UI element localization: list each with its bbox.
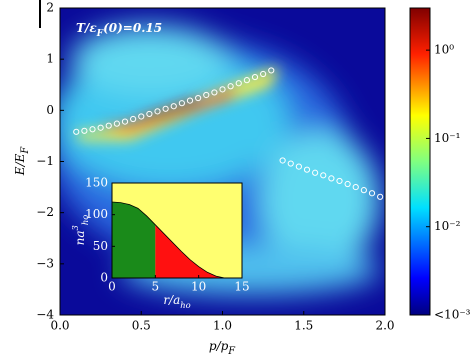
inset-y-label-part: na — [73, 230, 87, 245]
x-tick-label: 0.5 — [132, 319, 151, 333]
point — [162, 105, 169, 112]
y-axis-label: E/EF — [13, 146, 32, 177]
point — [295, 163, 302, 170]
point — [328, 175, 335, 182]
point — [105, 122, 112, 129]
point — [81, 127, 88, 134]
point — [268, 67, 275, 74]
inset-frame — [111, 182, 243, 279]
annotation-part: (0)=0.15 — [103, 21, 162, 35]
x-tick-label: 2.0 — [375, 319, 394, 333]
point — [303, 166, 311, 173]
point — [170, 103, 177, 110]
point — [279, 157, 286, 164]
point — [195, 94, 202, 102]
inset-y-label: na3ho — [70, 215, 90, 246]
y-tick-label: 0 — [46, 103, 54, 117]
point — [73, 128, 80, 135]
inset-y-tick-label: 150 — [85, 176, 108, 190]
colorbar — [409, 7, 431, 316]
point — [360, 187, 367, 194]
point — [154, 108, 161, 115]
point — [121, 118, 129, 125]
inset-y-tick-label: 50 — [93, 239, 108, 253]
point — [377, 193, 384, 200]
point — [89, 126, 96, 133]
inset-x-tick-label: 5 — [152, 280, 160, 294]
colorbar-tick-label: 10⁰ — [434, 43, 454, 57]
point — [235, 80, 242, 87]
x-axis-label: p/pF — [209, 339, 236, 358]
point — [146, 110, 153, 118]
point — [211, 89, 218, 96]
point — [113, 120, 120, 127]
y-tick-label: 2 — [46, 1, 54, 15]
x-tick-label: 1.5 — [294, 319, 313, 333]
inset-x-label-part: ho — [180, 300, 190, 310]
inset-x-label: r/aho — [163, 293, 190, 310]
point — [97, 124, 104, 131]
point — [227, 83, 234, 90]
point — [368, 190, 376, 197]
y-tick-label: 1 — [46, 52, 54, 66]
inset-y-tick-label: 100 — [85, 207, 108, 221]
point — [336, 177, 343, 185]
y-tick-label: −2 — [36, 205, 54, 219]
inset-x-tick-label: 15 — [234, 280, 249, 294]
point — [138, 113, 145, 120]
x-tick-label: 0.0 — [50, 319, 69, 333]
point — [243, 77, 250, 84]
y-axis-label-part: E/E — [13, 153, 27, 176]
colorbar-tick-label: 10⁻¹ — [434, 131, 460, 145]
inset-x-tick-label: 0 — [108, 280, 116, 294]
y-tick-label: −3 — [36, 256, 54, 270]
colorbar-tick-label: <10⁻³ — [434, 308, 471, 322]
inner-region — [112, 202, 156, 278]
point — [219, 86, 226, 93]
annotation-part: F — [96, 28, 104, 39]
y-axis-label-part: F — [20, 146, 31, 155]
y-tick-label: −4 — [36, 308, 54, 322]
colorbar-tick-label: 10⁻² — [434, 219, 461, 233]
point — [203, 91, 210, 99]
inset-y-label-part: 3 — [70, 225, 80, 230]
point — [186, 97, 194, 104]
annotation: T/εF(0)=0.15 — [76, 21, 162, 40]
point — [251, 73, 259, 81]
inset-y-tick-label: 0 — [100, 271, 108, 285]
annotation-part: T/ε — [76, 21, 97, 35]
inset-y-label-part: ho — [80, 215, 90, 225]
point — [312, 169, 319, 176]
x-tick-label: 1.0 — [213, 319, 232, 333]
y-tick-label: −1 — [36, 154, 54, 168]
point — [287, 160, 294, 167]
outer-region — [155, 224, 225, 278]
point — [320, 172, 327, 179]
x-axis-label-part: p/p — [209, 339, 229, 353]
point — [260, 70, 267, 78]
density-curve — [111, 201, 225, 279]
point — [344, 180, 351, 188]
x-axis-label-part: F — [227, 346, 236, 357]
point — [130, 115, 137, 123]
inset-x-tick-label: 10 — [191, 280, 206, 294]
point — [178, 100, 185, 107]
point — [352, 183, 359, 191]
inset-x-label-part: r/a — [163, 293, 180, 307]
